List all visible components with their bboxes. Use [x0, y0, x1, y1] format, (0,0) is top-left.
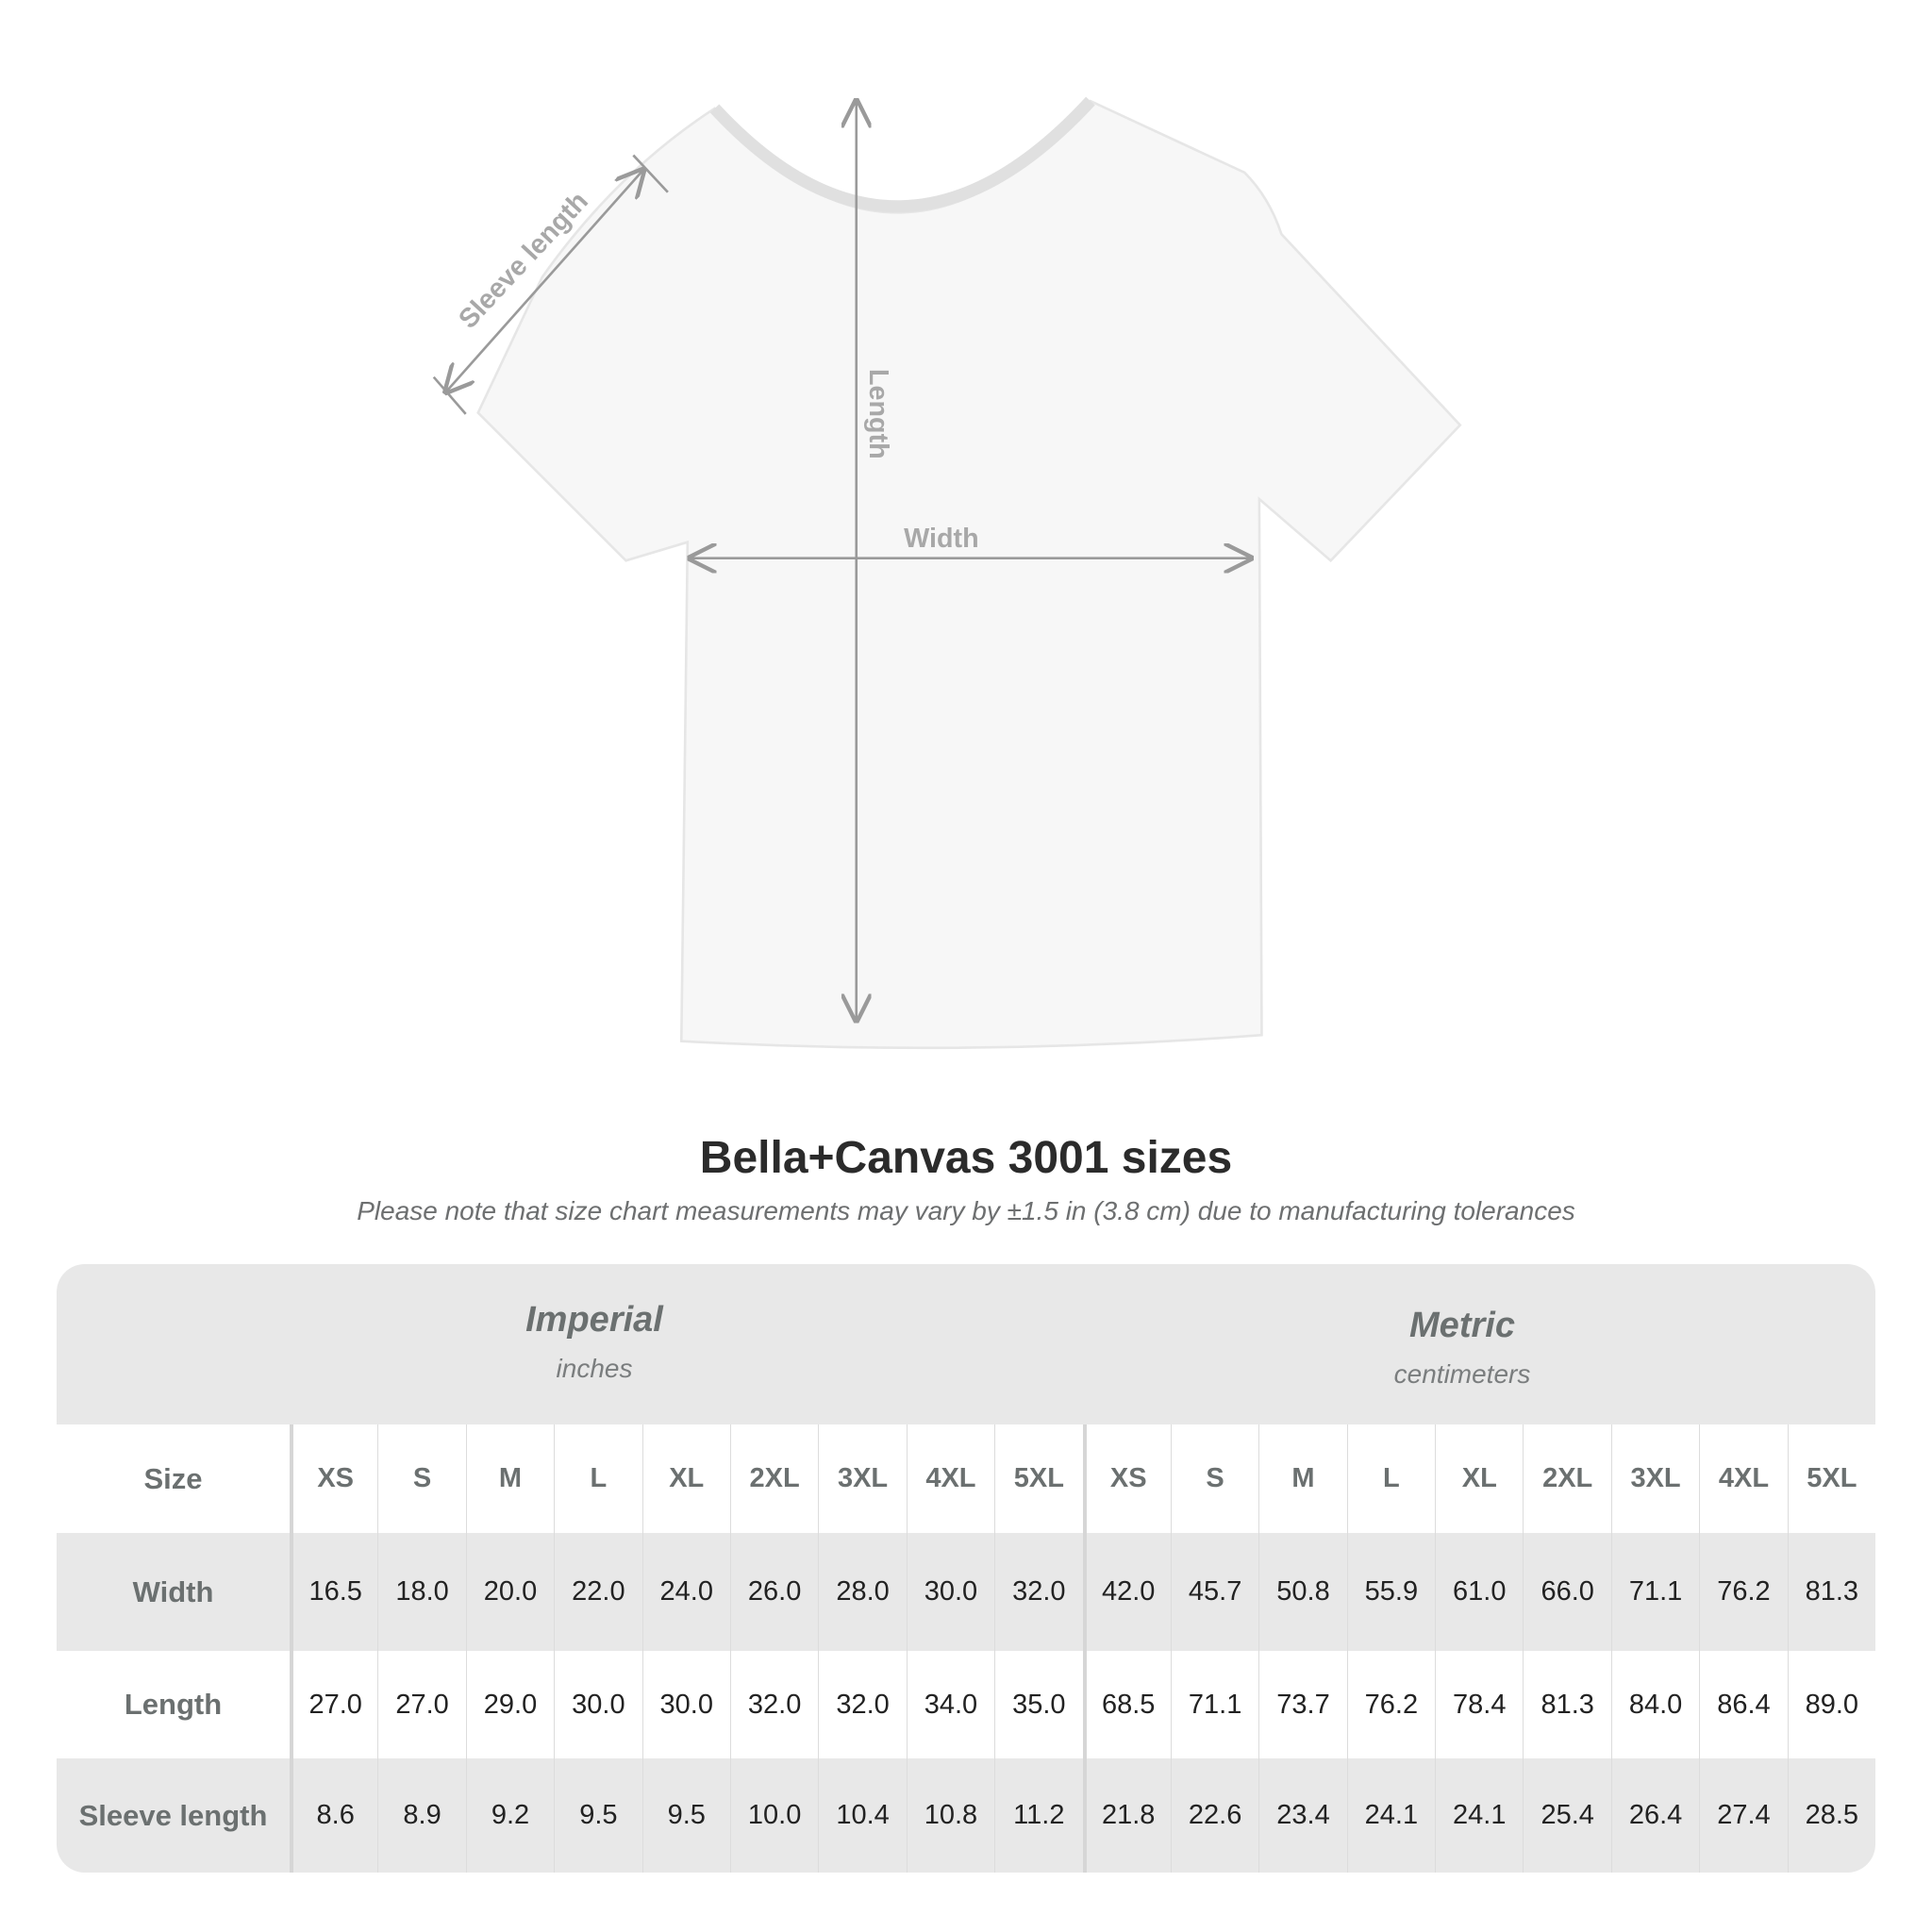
size-header-cell: XS — [1082, 1424, 1171, 1533]
imperial-value-cell: 10.0 — [729, 1758, 818, 1873]
width-label: Width — [904, 524, 978, 554]
imperial-value-cell: 18.0 — [377, 1533, 465, 1651]
size-header-cell: 2XL — [729, 1424, 818, 1533]
imperial-value-cell: 27.0 — [290, 1651, 377, 1758]
metric-value-cell: 50.8 — [1258, 1533, 1346, 1651]
size-header-cell: 3XL — [818, 1424, 906, 1533]
size-header-cell: S — [1170, 1424, 1258, 1533]
table-row: Sleeve length 8.6 8.9 9.2 9.5 9.5 10.0 10.4 10.8… — [57, 1758, 1875, 1873]
size-header-cell: 2XL — [1523, 1424, 1610, 1533]
metric-value-cell: 76.2 — [1699, 1533, 1787, 1651]
imperial-value-cell: 22.0 — [554, 1533, 641, 1651]
imperial-title: Imperial — [525, 1300, 663, 1340]
metric-value-cell: 66.0 — [1523, 1533, 1610, 1651]
imperial-value-cell: 11.2 — [994, 1758, 1082, 1873]
metric-value-cell: 21.8 — [1082, 1758, 1171, 1873]
imperial-value-cell: 28.0 — [818, 1533, 906, 1651]
metric-value-cell: 25.4 — [1523, 1758, 1610, 1873]
metric-value-cell: 68.5 — [1082, 1651, 1171, 1758]
metric-value-cell: 26.4 — [1610, 1758, 1699, 1873]
metric-value-cell: 28.5 — [1787, 1758, 1875, 1873]
imperial-value-cell: 32.0 — [994, 1533, 1082, 1651]
size-header-cell: 5XL — [994, 1424, 1082, 1533]
size-header-cell: 3XL — [1610, 1424, 1699, 1533]
size-table: Imperial inches Metric centimeters Size X… — [57, 1264, 1875, 1873]
size-header-cell: 4XL — [1699, 1424, 1787, 1533]
imperial-value-cell: 10.8 — [906, 1758, 994, 1873]
metric-value-cell: 76.2 — [1346, 1651, 1435, 1758]
imperial-value-cell: 26.0 — [729, 1533, 818, 1651]
metric-title: Metric — [1409, 1306, 1515, 1345]
imperial-value-cell: 27.0 — [377, 1651, 465, 1758]
imperial-value-cell: 32.0 — [818, 1651, 906, 1758]
size-header-cell: M — [1258, 1424, 1346, 1533]
imperial-value-cell: 10.4 — [818, 1758, 906, 1873]
imperial-value-cell: 24.0 — [641, 1533, 730, 1651]
length-label: Length — [863, 369, 893, 459]
imperial-value-cell: 30.0 — [554, 1651, 641, 1758]
imperial-value-cell: 16.5 — [290, 1533, 377, 1651]
table-header-band — [57, 1264, 1875, 1424]
metric-value-cell: 22.6 — [1170, 1758, 1258, 1873]
metric-value-cell: 55.9 — [1346, 1533, 1435, 1651]
table-row: Length 27.0 27.0 29.0 30.0 30.0 32.0 32.0 34.0 35… — [57, 1651, 1875, 1758]
table-row: Width 16.5 18.0 20.0 22.0 24.0 26.0 28.0 30.0 32.… — [57, 1533, 1875, 1651]
metric-value-cell: 73.7 — [1258, 1651, 1346, 1758]
imperial-value-cell: 30.0 — [641, 1651, 730, 1758]
size-header-cell: S — [377, 1424, 465, 1533]
size-header-cell: 4XL — [906, 1424, 994, 1533]
imperial-value-cell: 20.0 — [465, 1533, 554, 1651]
imperial-value-cell: 35.0 — [994, 1651, 1082, 1758]
imperial-value-cell: 9.5 — [554, 1758, 641, 1873]
size-header-row: Size XS S M L XL 2XL 3XL 4XL 5XL XS S M L XL 2XL 3XL 4XL 5… — [57, 1424, 1875, 1533]
imperial-header: Imperial inches — [311, 1300, 877, 1384]
imperial-value-cell: 32.0 — [729, 1651, 818, 1758]
page-title: Bella+Canvas 3001 sizes — [699, 1133, 1233, 1183]
imperial-value-cell: 30.0 — [906, 1533, 994, 1651]
tshirt-diagram: Sleeve length Length Width — [432, 96, 1462, 1050]
metric-value-cell: 45.7 — [1170, 1533, 1258, 1651]
metric-value-cell: 23.4 — [1258, 1758, 1346, 1873]
metric-value-cell: 42.0 — [1082, 1533, 1171, 1651]
imperial-value-cell: 8.9 — [377, 1758, 465, 1873]
imperial-value-cell: 9.5 — [641, 1758, 730, 1873]
tolerance-note: Please note that size chart measurements… — [357, 1196, 1575, 1225]
metric-value-cell: 61.0 — [1435, 1533, 1523, 1651]
metric-value-cell: 24.1 — [1346, 1758, 1435, 1873]
imperial-value-cell: 8.6 — [290, 1758, 377, 1873]
metric-value-cell: 81.3 — [1523, 1651, 1610, 1758]
metric-value-cell: 71.1 — [1610, 1533, 1699, 1651]
size-header-cell: M — [465, 1424, 554, 1533]
row-label: Width — [132, 1574, 214, 1608]
imperial-value-cell: 34.0 — [906, 1651, 994, 1758]
metric-value-cell: 24.1 — [1435, 1758, 1523, 1873]
row-label: Size — [143, 1461, 203, 1495]
metric-value-cell: 78.4 — [1435, 1651, 1523, 1758]
metric-value-cell: 81.3 — [1787, 1533, 1875, 1651]
size-header-cell: 5XL — [1787, 1424, 1875, 1533]
tshirt-shape — [476, 99, 1462, 1050]
row-label: Length — [124, 1688, 223, 1721]
metric-value-cell: 89.0 — [1787, 1651, 1875, 1758]
sleeve-arrow — [446, 170, 643, 391]
size-header-cell: XS — [290, 1424, 377, 1533]
imperial-unit: inches — [556, 1354, 633, 1383]
size-header-cell: L — [554, 1424, 641, 1533]
metric-value-cell: 84.0 — [1610, 1651, 1699, 1758]
metric-value-cell: 71.1 — [1170, 1651, 1258, 1758]
size-header-cell: XL — [1435, 1424, 1523, 1533]
row-label: Sleeve length — [78, 1798, 268, 1832]
imperial-value-cell: 29.0 — [465, 1651, 554, 1758]
imperial-value-cell: 9.2 — [465, 1758, 554, 1873]
metric-value-cell: 27.4 — [1699, 1758, 1787, 1873]
metric-value-cell: 86.4 — [1699, 1651, 1787, 1758]
metric-header: Metric centimeters — [1179, 1306, 1745, 1390]
metric-unit: centimeters — [1393, 1359, 1531, 1389]
size-header-cell: L — [1346, 1424, 1435, 1533]
size-header-cell: XL — [641, 1424, 730, 1533]
